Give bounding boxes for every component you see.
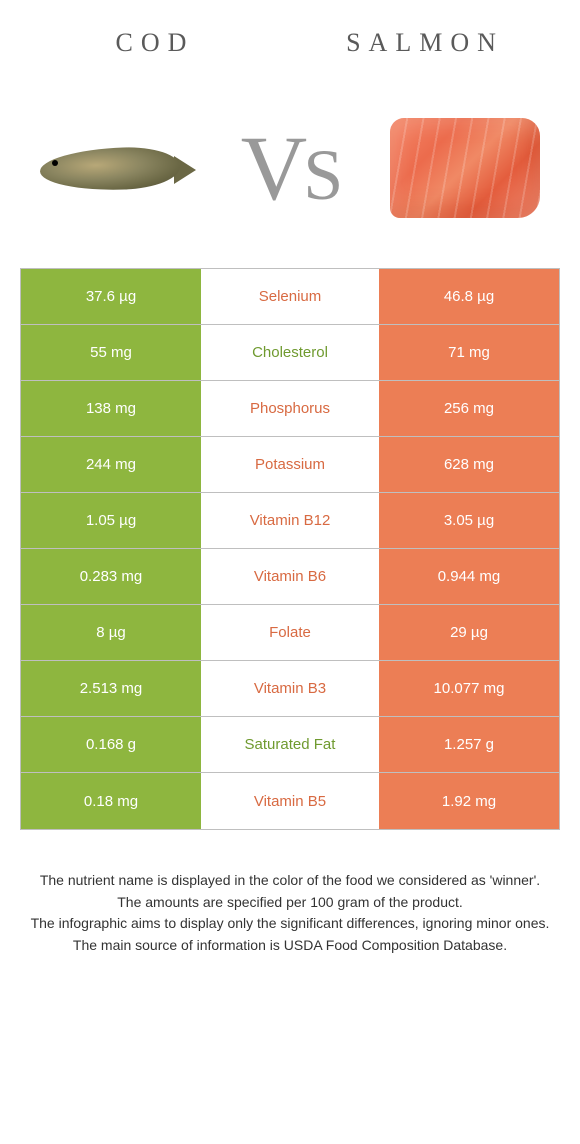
cod-value-cell: 37.6 µg [21,269,201,324]
nutrient-label: Folate [201,605,379,660]
salmon-value-cell: 628 mg [379,437,559,492]
nutrient-label: Cholesterol [201,325,379,380]
salmon-value-cell: 10.077 mg [379,661,559,716]
cod-value-cell: 244 mg [21,437,201,492]
salmon-image [380,108,550,228]
cod-value-cell: 55 mg [21,325,201,380]
comparison-table: 37.6 µgSelenium46.8 µg55 mgCholesterol71… [20,268,560,830]
cod-image [30,128,200,208]
nutrient-label: Vitamin B3 [201,661,379,716]
title-salmon: SALMON [290,28,560,58]
salmon-value-cell: 46.8 µg [379,269,559,324]
nutrient-label: Phosphorus [201,381,379,436]
table-row: 0.18 mgVitamin B51.92 mg [21,773,559,829]
footer-line: The nutrient name is displayed in the co… [20,870,560,892]
cod-value-cell: 2.513 mg [21,661,201,716]
table-row: 138 mgPhosphorus256 mg [21,381,559,437]
cod-value-cell: 8 µg [21,605,201,660]
nutrient-label: Vitamin B12 [201,493,379,548]
cod-value-cell: 1.05 µg [21,493,201,548]
nutrient-label: Vitamin B6 [201,549,379,604]
nutrient-label: Saturated Fat [201,717,379,772]
vs-s: S [303,134,339,217]
header: COD SALMON [0,0,580,68]
table-row: 1.05 µgVitamin B123.05 µg [21,493,559,549]
cod-value-cell: 0.283 mg [21,549,201,604]
table-row: 2.513 mgVitamin B310.077 mg [21,661,559,717]
table-row: 244 mgPotassium628 mg [21,437,559,493]
footer-line: The infographic aims to display only the… [20,913,560,935]
table-row: 8 µgFolate29 µg [21,605,559,661]
cod-value-cell: 0.168 g [21,717,201,772]
salmon-value-cell: 29 µg [379,605,559,660]
vs-label: VS [241,115,340,221]
nutrient-label: Selenium [201,269,379,324]
salmon-value-cell: 1.92 mg [379,773,559,829]
salmon-value-cell: 3.05 µg [379,493,559,548]
vs-v: V [241,115,303,221]
nutrient-label: Potassium [201,437,379,492]
hero: VS [0,68,580,258]
footer-notes: The nutrient name is displayed in the co… [20,870,560,957]
footer-line: The main source of information is USDA F… [20,935,560,957]
table-row: 0.168 gSaturated Fat1.257 g [21,717,559,773]
table-row: 0.283 mgVitamin B60.944 mg [21,549,559,605]
salmon-value-cell: 0.944 mg [379,549,559,604]
salmon-value-cell: 71 mg [379,325,559,380]
cod-value-cell: 138 mg [21,381,201,436]
salmon-value-cell: 256 mg [379,381,559,436]
table-row: 37.6 µgSelenium46.8 µg [21,269,559,325]
title-cod: COD [20,28,290,58]
table-row: 55 mgCholesterol71 mg [21,325,559,381]
cod-value-cell: 0.18 mg [21,773,201,829]
footer-line: The amounts are specified per 100 gram o… [20,892,560,914]
salmon-value-cell: 1.257 g [379,717,559,772]
nutrient-label: Vitamin B5 [201,773,379,829]
